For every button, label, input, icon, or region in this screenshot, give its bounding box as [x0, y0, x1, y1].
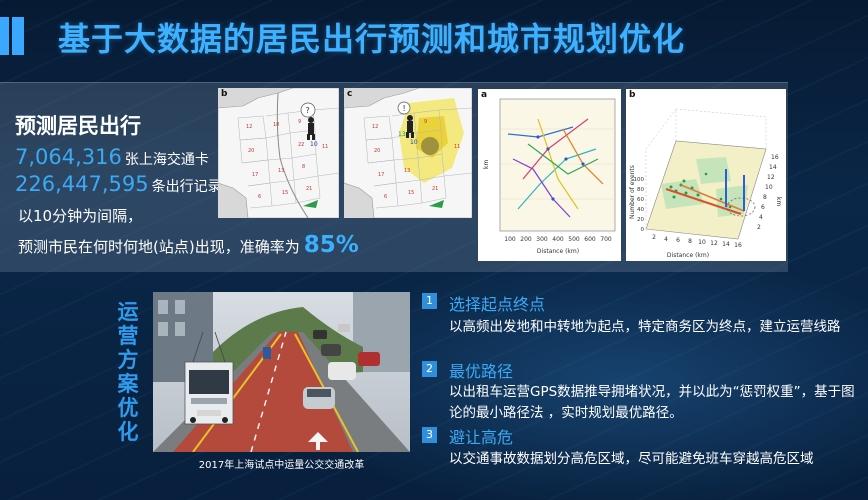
routes-a-xtick: 100: [504, 236, 516, 243]
events-b-xtick: 2: [652, 234, 656, 241]
map-b-number: 10: [310, 141, 318, 148]
item-1-title: 选择起点终点: [449, 295, 546, 314]
svg-text:9: 9: [424, 119, 427, 125]
photo-caption: 2017年上海试点中运量公交交通改革: [198, 460, 365, 471]
svg-text:11: 11: [454, 144, 460, 150]
item-3-title: 避让高危: [449, 428, 514, 447]
svg-text:21: 21: [432, 186, 438, 192]
events-b-ztick: 12: [767, 174, 775, 181]
events-b-xtick: 12: [710, 240, 718, 247]
svg-text:6: 6: [258, 194, 261, 200]
panel-a-letter: a: [481, 90, 488, 100]
svg-text:15: 15: [282, 190, 288, 196]
accuracy-value: 85%: [303, 232, 359, 258]
figure-map-b: 12 18 9 20 22 17 13 8 6 15 21 11 ? 10 b: [218, 88, 339, 218]
events-b-ytick: 100: [634, 177, 645, 183]
prediction-heading: 预测居民出行: [15, 114, 141, 138]
routes-a-xtick: 400: [552, 236, 564, 243]
bus-lane-photo: [153, 292, 410, 452]
figure-routes-a: 100 200 300 400 500 600 700 Distance (km…: [478, 89, 621, 261]
events-b-ztick: 2: [757, 224, 761, 231]
events-b-ztick: 8: [763, 194, 767, 201]
operations-side-label: 运营方案优化: [117, 300, 139, 444]
svg-text:13: 13: [278, 168, 284, 174]
events-b-xtick: 8: [688, 238, 692, 245]
svg-text:20: 20: [374, 148, 380, 154]
svg-text:13: 13: [404, 168, 410, 174]
panel-b2-letter: b: [629, 90, 636, 100]
events-b-xtick: 6: [676, 237, 680, 244]
routes-a-graphic: 100 200 300 400 500 600 700 Distance (km…: [478, 89, 621, 261]
events-b-xtick: 16: [734, 242, 742, 249]
map-b-graphic: 12 18 9 20 22 17 13 8 6 15 21 11 ? 10: [218, 88, 339, 218]
svg-text:15: 15: [408, 190, 414, 196]
svg-text:9: 9: [298, 119, 301, 125]
events-b-ztick: 4: [759, 214, 763, 221]
events-b-xtick: 14: [722, 241, 730, 248]
svg-text:21: 21: [306, 186, 312, 192]
events-b-xtick: 4: [664, 236, 668, 243]
figure-map-c: 12 9 20 17 13 6 15 21 11 ! 10 13 c: [344, 88, 472, 218]
events-b-ztick: 16: [771, 154, 779, 161]
stat-cards-label: 张上海交通卡: [124, 152, 209, 168]
item-1-badge: 1: [422, 293, 437, 309]
events-b-graphic: 2 4 6 8 10 12 14 16 Distance (km) 100 80…: [626, 89, 786, 261]
interval-text: 以10分钟为间隔，: [18, 207, 143, 225]
routes-a-xtick: 600: [584, 236, 596, 243]
page-title: 基于大数据的居民出行预测和城市规划优化: [58, 20, 686, 58]
svg-text:22: 22: [298, 142, 304, 148]
stat-cards-number: 7,064,316: [15, 145, 122, 169]
map-c-number-2: 13: [398, 131, 406, 138]
svg-text:8: 8: [302, 164, 305, 170]
map-c-graphic: 12 9 20 17 13 6 15 21 11 ! 10 13: [344, 88, 472, 218]
svg-text:?: ?: [306, 106, 310, 115]
svg-text:11: 11: [322, 144, 328, 150]
predict-text: 预测市民在何时何地(站点)出现，准确率为: [18, 238, 300, 256]
events-b-xlabel: Distance (km): [667, 252, 709, 259]
item-2-desc: 以出租车运营GPS数据推导拥堵状况，并以此为“惩罚权重”，基于图论的最小路径法 …: [449, 384, 855, 421]
figure-events-b: 2 4 6 8 10 12 14 16 Distance (km) 100 80…: [626, 89, 786, 261]
events-b-ytick: 40: [637, 207, 644, 213]
map-c-number: 10: [410, 139, 418, 146]
events-b-zlabel: km: [775, 197, 782, 206]
events-b-ztick: 10: [765, 184, 773, 191]
svg-text:17: 17: [252, 172, 258, 178]
events-b-ytick: 60: [637, 197, 644, 203]
events-b-ztick: 14: [769, 164, 777, 171]
stat-cards: 7,064,316 张上海交通卡: [15, 145, 209, 169]
svg-text:17: 17: [378, 172, 384, 178]
item-1-desc: 以高频出发地和中转地为起点，特定商务区为终点，建立运营线路: [449, 319, 841, 335]
bus-lane-graphic: [153, 292, 410, 452]
stat-records-label: 条出行记录: [151, 179, 222, 195]
title-marker: [0, 17, 9, 55]
item-3-desc: 以交通事故数据划分高危区域，尽可能避免班车穿越高危区域: [449, 451, 814, 467]
routes-a-xtick: 700: [600, 236, 612, 243]
events-b-ytick: 0: [641, 227, 645, 233]
svg-text:12: 12: [246, 124, 252, 130]
svg-text:12: 12: [372, 124, 378, 130]
panel-c-letter: c: [347, 89, 353, 99]
svg-text:20: 20: [248, 148, 254, 154]
events-b-ytick: 80: [637, 187, 644, 193]
routes-a-xlabel: Distance (km): [537, 248, 579, 255]
routes-a-xtick: 300: [536, 236, 548, 243]
stat-records-number: 226,447,595: [15, 172, 149, 196]
events-b-ytick: 20: [637, 217, 644, 223]
stat-records: 226,447,595 条出行记录: [15, 172, 222, 196]
item-2-badge: 2: [422, 361, 437, 377]
svg-text:18: 18: [273, 122, 279, 128]
events-b-ztick: 6: [761, 204, 765, 211]
events-b-xtick: 10: [698, 239, 706, 246]
routes-a-ylabel: km: [483, 160, 490, 169]
title-marker-block: [12, 17, 24, 55]
routes-a-xtick: 200: [520, 236, 532, 243]
panel-b-letter: b: [221, 89, 228, 99]
routes-a-xtick: 500: [568, 236, 580, 243]
events-b-ylabel: Number of events: [629, 165, 636, 219]
predict-line: 预测市民在何时何地(站点)出现，准确率为 85%: [18, 232, 359, 258]
svg-text:!: !: [403, 104, 406, 113]
item-2-title: 最优路径: [449, 362, 514, 381]
svg-text:6: 6: [384, 194, 387, 200]
item-3-badge: 3: [422, 427, 437, 443]
